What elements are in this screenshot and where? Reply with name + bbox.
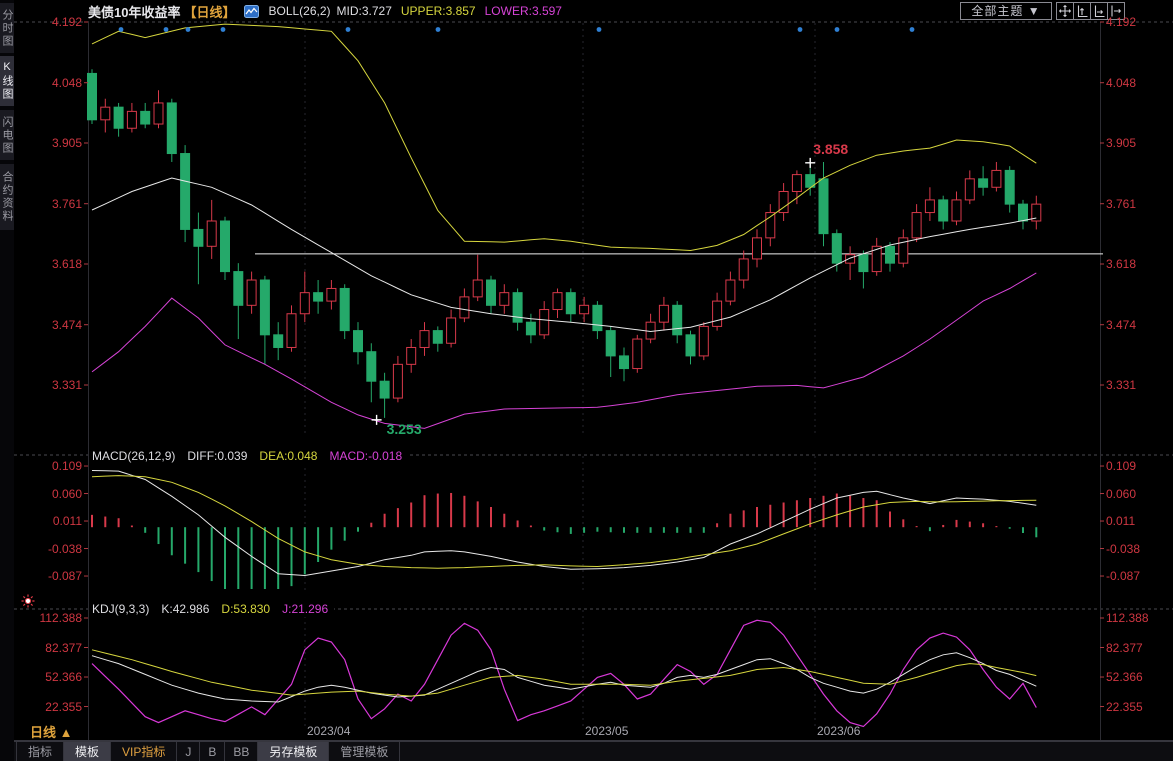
boll-indicator-label: BOLL(26,2) xyxy=(268,4,331,18)
axis-label: -0.087 xyxy=(47,569,82,584)
kdj-panel-title: KDJ(9,3,3) K:42.986 D:53.830 J:21.296 xyxy=(92,601,335,617)
axis-label: 3.474 xyxy=(1106,317,1137,332)
axis-label: 3.474 xyxy=(51,317,82,332)
macd-indicator-label: MACD(26,12,9) xyxy=(92,449,176,463)
axis-label: 0.060 xyxy=(51,486,82,501)
period-selector[interactable]: 日线 ▲ xyxy=(30,725,73,740)
left-axis: 4.192 4.048 3.905 3.761 3.618 3.474 3.331 0.109… xyxy=(14,0,84,761)
sidebar-tab-contract-info[interactable]: 合约资料 xyxy=(0,164,14,230)
axis-label: 52.366 xyxy=(1106,670,1143,685)
axis-label: 22.355 xyxy=(45,699,82,714)
toolbar-tab-bb[interactable]: BB xyxy=(225,742,259,761)
macd-histogram xyxy=(91,492,1038,589)
axis-label: 4.048 xyxy=(1106,75,1137,90)
bottom-toolbar: 指标 模板 VIP指标 J B BB 另存模板 管理模板 xyxy=(0,741,1173,761)
left-sidebar: 分时图 K线图 闪电图 合约资料 xyxy=(0,0,14,761)
axis-label: 82.377 xyxy=(1106,640,1143,655)
axis-label: 112.388 xyxy=(1106,611,1149,625)
sidebar-tab-kline-chart[interactable]: K线图 xyxy=(0,56,14,106)
event-dots xyxy=(118,27,915,32)
axis-label: 3.618 xyxy=(51,256,82,271)
kdj-indicator-label: KDJ(9,3,3) xyxy=(92,602,150,616)
period-tag: 【日线】 xyxy=(183,4,236,20)
axis-label: 22.355 xyxy=(1106,699,1143,714)
x-axis-date: 2023/06 xyxy=(817,724,861,738)
axis-label: 3.905 xyxy=(51,135,82,150)
axis-label: -0.087 xyxy=(1106,569,1141,584)
hot-indicator-icon[interactable] xyxy=(20,593,36,614)
axis-label: 4.192 xyxy=(1106,15,1137,29)
axis-label: 112.388 xyxy=(39,611,83,625)
axis-label: 3.331 xyxy=(51,377,82,392)
x-axis-date: 2023/04 xyxy=(307,724,351,738)
axis-label: 3.331 xyxy=(1106,377,1137,392)
axis-label: 0.011 xyxy=(52,514,82,529)
kdj-k-value: K:42.986 xyxy=(161,602,210,616)
axis-label: 0.109 xyxy=(51,459,82,474)
sidebar-tab-flash-chart[interactable]: 闪电图 xyxy=(0,110,14,160)
shift-right-icon[interactable] xyxy=(1107,2,1125,20)
toolbar-tab-templates[interactable]: 模板 xyxy=(64,742,112,761)
toolbar-tab-save-template[interactable]: 另存模板 xyxy=(258,742,330,761)
chart-header: 美债10年收益率 【日线】 BOLL(26,2) MID:3.727 UPPER:… xyxy=(88,0,562,22)
axis-label: 0.060 xyxy=(1106,486,1137,501)
toolbar-tab-manage-templates[interactable]: 管理模板 xyxy=(329,742,401,761)
axis-label: 4.048 xyxy=(51,75,82,90)
indicator-icon xyxy=(244,4,260,18)
toolbar-tab-j[interactable]: J xyxy=(177,742,201,761)
boll-upper-value: UPPER:3.857 xyxy=(400,4,476,18)
toolbar-tab-vip-indicators[interactable]: VIP指标 xyxy=(111,742,178,761)
boll-bands xyxy=(91,23,1037,429)
axis-label: 82.377 xyxy=(45,640,82,655)
axis-ticks xyxy=(84,21,1104,708)
axis-label: 52.366 xyxy=(45,670,82,685)
kdj-d-value: D:53.830 xyxy=(221,602,271,616)
macd-lines xyxy=(91,470,1037,577)
candlestick-series xyxy=(87,69,1042,418)
sidebar-tab-time-chart[interactable]: 分时图 xyxy=(0,3,14,53)
panel-borders xyxy=(14,21,1173,741)
price-markers: 3.858 3.253 xyxy=(371,141,848,437)
macd-diff-value: DIFF:0.039 xyxy=(187,449,248,463)
axis-label: 0.011 xyxy=(1106,514,1136,529)
axis-label: -0.038 xyxy=(1106,541,1141,556)
boll-mid-value: MID:3.727 xyxy=(336,4,392,18)
axis-label: 4.192 xyxy=(51,15,82,29)
macd-value: MACD:-0.018 xyxy=(329,449,403,463)
axis-label: 3.905 xyxy=(1106,135,1137,150)
toolbar-tab-indicators[interactable]: 指标 xyxy=(16,742,65,761)
toolbar-tab-b[interactable]: B xyxy=(200,742,226,761)
right-axis: 4.192 4.048 3.905 3.761 3.618 3.474 3.331 0.109… xyxy=(1104,0,1173,761)
svg-text:3.253: 3.253 xyxy=(387,421,422,437)
macd-dea-value: DEA:0.048 xyxy=(259,449,318,463)
axis-label: -0.038 xyxy=(47,541,82,556)
axis-label: 3.761 xyxy=(51,196,82,211)
triangle-up-icon: ▲ xyxy=(59,725,73,740)
date-gridlines xyxy=(304,23,816,728)
axis-label: 3.618 xyxy=(1106,256,1137,271)
svg-text:3.858: 3.858 xyxy=(813,141,848,157)
theme-select-button[interactable]: 全部主题 ▼ xyxy=(960,2,1052,20)
axis-label: 3.761 xyxy=(1106,196,1137,211)
axis-label: 0.109 xyxy=(1106,459,1137,474)
kdj-lines xyxy=(91,619,1037,728)
kdj-j-value: J:21.296 xyxy=(282,602,329,616)
macd-panel-title: MACD(26,12,9) DIFF:0.039 DEA:0.048 MACD:… xyxy=(92,448,409,464)
boll-lower-value: LOWER:3.597 xyxy=(484,4,562,18)
instrument-title: 美债10年收益率 xyxy=(88,4,181,20)
x-axis-date: 2023/05 xyxy=(585,724,629,738)
